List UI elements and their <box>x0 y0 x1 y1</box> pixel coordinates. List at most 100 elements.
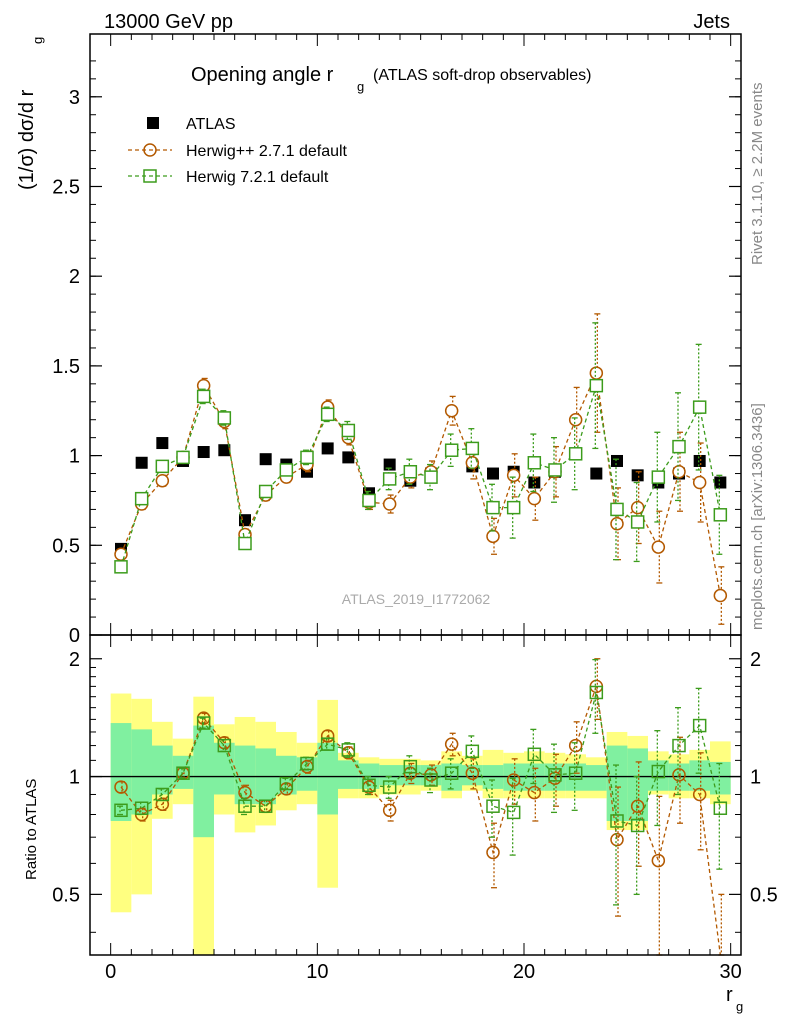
herwig7-point <box>176 450 190 465</box>
x-tick-label: 20 <box>513 961 535 983</box>
ratio-herwig7-point <box>196 716 211 730</box>
legend-atlas-marker <box>147 117 159 129</box>
ratio-herwig7-point <box>403 759 418 774</box>
herwig7-point <box>506 500 521 515</box>
ratio-herwigpp-point <box>114 780 128 794</box>
ratio-panel: 0.5 0.5 1 1 2 2 Ratio to ATLAS <box>23 634 778 956</box>
legend: ATLAS Herwig++ 2.7.1 default Herwig 7.2.… <box>128 116 348 186</box>
ratio-herwig7-point <box>548 768 562 782</box>
herwigpp-point <box>506 468 521 483</box>
main-ylabel-sub: g <box>30 37 45 44</box>
herwig7-point <box>568 447 583 461</box>
energy-label: 13000 GeV pp <box>104 11 233 33</box>
herwig7-point <box>362 493 376 508</box>
legend-herwigpp-marker <box>143 143 157 157</box>
herwig7-point <box>341 423 356 438</box>
atlas-point <box>590 467 603 480</box>
ratio-herwig7-line <box>120 692 721 827</box>
herwig7-point <box>444 443 459 457</box>
ratio-herwigpp-point <box>155 797 170 811</box>
herwig7-point <box>692 400 707 414</box>
herwig7-point <box>651 470 666 484</box>
atlas-point <box>693 454 706 467</box>
ratio-band-inner <box>131 729 152 815</box>
main-panel: 0 0.5 1 1.5 2 2.5 3 Opening angle r g (ATLAS s… <box>16 33 742 647</box>
herwig7-point <box>258 484 273 499</box>
ratio-herwig7-point <box>568 766 583 780</box>
ratio-herwig7-point <box>155 787 170 802</box>
ratio-herwig7-point <box>382 780 397 794</box>
ratio-band-inner <box>152 745 173 795</box>
ratio-ticks: 0.5 0.5 1 1 2 2 <box>52 635 778 955</box>
ratio-herwig7-point <box>341 743 356 757</box>
ratio-herwigpp-point <box>692 787 707 802</box>
ratio-herwigpp-point <box>382 803 397 818</box>
ratio-herwigpp-point <box>444 737 459 751</box>
ratio-herwig7-point <box>424 773 438 787</box>
ratio-ytick-label: 2 <box>69 649 80 671</box>
atlas-point <box>197 446 210 459</box>
herwig7-point <box>527 456 542 470</box>
herwig7-point <box>672 439 686 454</box>
herwigpp-point <box>713 588 728 603</box>
ratio-herwigpp-point <box>630 799 645 813</box>
ratio-herwig7-point <box>320 737 335 751</box>
chart-title-main: Opening angle r <box>191 64 334 86</box>
herwigpp-point <box>589 366 604 380</box>
ratio-band-inner <box>648 760 669 791</box>
ratio-herwig7-point <box>486 799 500 813</box>
legend-herwig7-label: Herwig 7.2.1 default <box>186 169 329 186</box>
atlas-point <box>135 456 148 469</box>
herwig7-point <box>486 500 500 515</box>
herwigpp-line <box>120 370 721 596</box>
main-ytick-label: 1 <box>69 446 80 468</box>
herwig7-point <box>382 472 397 486</box>
x-tick-label: 0 <box>105 961 116 983</box>
main-ytick-label: 2 <box>69 266 80 288</box>
ratio-herwig7-point <box>713 801 728 815</box>
chart-title: Opening angle r <box>191 64 334 86</box>
main-ticks: 0 0.5 1 1.5 2 2.5 3 <box>52 34 741 647</box>
ratio-band-inner <box>586 765 607 791</box>
legend-herwig7-marker <box>143 169 157 183</box>
atlas-point <box>321 442 334 455</box>
main-ytick-label: 0 <box>69 625 80 647</box>
main-ytick-label: 0.5 <box>52 535 80 557</box>
ratio-herwig7-point <box>238 799 252 813</box>
ratio-ytick-label: 0.5 <box>52 884 80 906</box>
legend-atlas-label: ATLAS <box>186 116 236 133</box>
herwigpp-point <box>651 540 666 554</box>
ratio-herwigpp-point <box>320 729 335 743</box>
herwigpp-point <box>155 473 170 488</box>
herwig7-point <box>589 378 604 393</box>
herwig7-point <box>155 459 170 474</box>
ratio-herwigpp-point <box>610 832 624 847</box>
main-ylabel: (1/σ) dσ/d r <box>16 89 38 190</box>
herwigpp-point <box>692 475 707 490</box>
herwig7-point <box>279 463 294 477</box>
ratio-herwig7-point <box>134 801 149 815</box>
ratio-herwig7-point <box>362 778 376 793</box>
herwig7-point <box>610 502 624 517</box>
ratio-band-inner <box>110 723 132 821</box>
ratio-band-inner <box>379 765 400 786</box>
ratio-ytick-label-right: 1 <box>750 767 761 789</box>
ratio-herwig7-point <box>651 764 666 779</box>
legend-herwigpp-label: Herwig++ 2.7.1 default <box>186 143 348 160</box>
herwig7-point <box>320 407 335 422</box>
ratio-herwig7-point <box>114 803 128 818</box>
herwig7-line <box>120 385 721 568</box>
chart-title-sub: g <box>357 79 364 94</box>
ratio-band-inner <box>689 760 710 791</box>
ratio-herwig7-point <box>217 738 232 753</box>
herwig7-point <box>403 464 418 479</box>
herwig7-point <box>217 411 232 425</box>
ratio-herwig7-point <box>444 766 459 780</box>
atlas-point <box>528 476 541 489</box>
ratio-band-inner <box>172 755 194 789</box>
ratio-herwigpp-point <box>568 738 583 753</box>
side-label-top: Rivet 3.1.10, ≥ 2.2M events <box>749 83 766 266</box>
ratio-herwig7-point <box>672 738 686 753</box>
ratio-band-inner <box>193 725 214 838</box>
